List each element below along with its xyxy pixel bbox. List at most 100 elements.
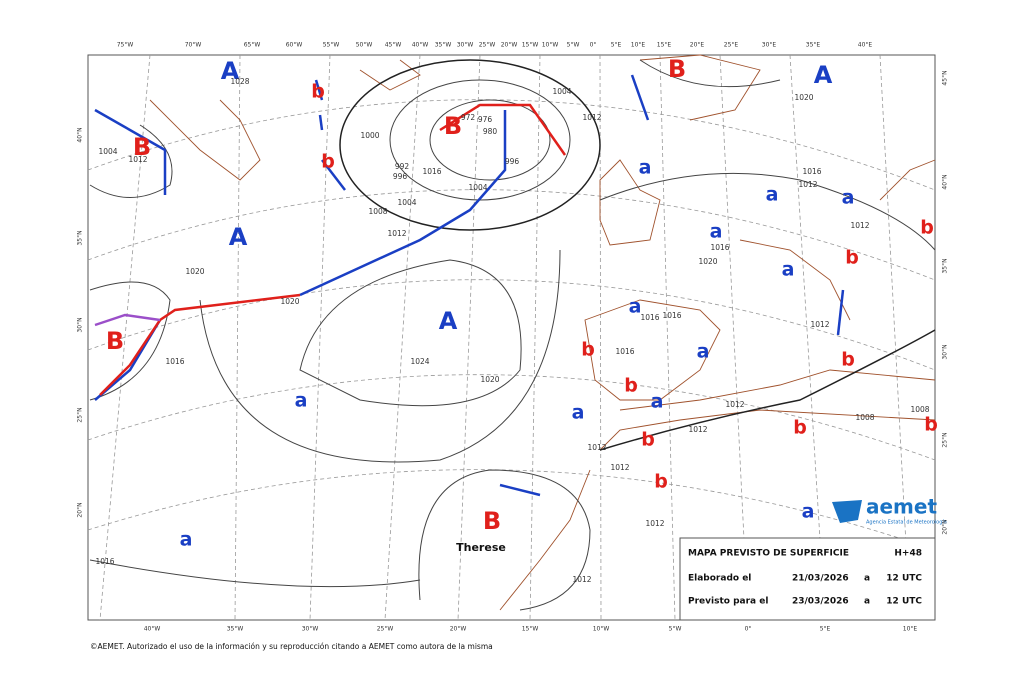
high-pressure: a [842,187,855,209]
low-pressure: B [483,507,501,535]
isobar-label: 1020 [794,93,813,102]
isobar-label: 1016 [615,347,634,356]
high-pressure: a [629,296,642,318]
high-pressure: A [229,223,248,251]
info-box-frame [679,537,936,621]
high-pressure: a [697,341,710,363]
longitude-label: 75°W [117,42,134,49]
info-label: Elaborado el [688,574,751,584]
info-date: 23/03/2026 [792,597,849,607]
high-pressure: a [802,501,815,523]
high-pressure: a [639,157,652,179]
longitude-label: 35°E [806,42,821,49]
high-pressure: A [439,307,458,335]
latitude-label: 45°N [942,70,949,85]
low-pressure: b [624,375,638,397]
latitude-label: 25°N [942,432,949,447]
longitude-label: 5°E [820,626,831,633]
isobar-label: 1004 [397,198,416,207]
longitude-label: 40°E [858,42,873,49]
occluded-front [94,313,161,327]
longitude-label: 40°W [412,42,429,49]
isobar-label: 1012 [610,463,629,472]
latitude-label: 20°N [942,519,949,534]
isobar-label: 1004 [98,147,117,156]
info-time: 12 UTC [886,574,922,584]
longitude-label: 30°W [302,626,319,633]
isobar-label: 972 [461,113,476,122]
isobar-label: 1004 [552,87,571,96]
isobar-label: 1020 [698,257,717,266]
low-pressure: B [106,327,124,355]
longitude-label: 30°E [762,42,777,49]
isobar-label: 980 [483,127,498,136]
isobar-label: 1016 [662,311,681,320]
latitude-label: 35°N [942,258,949,273]
isobar-label: 1016 [95,557,114,566]
logo-name: aemet [866,495,937,519]
isobar-label: 1012 [798,180,817,189]
low-pressure: b [841,349,855,371]
latitude-label: 30°N [942,344,949,359]
longitude-label: 5°W [567,42,580,49]
latitude-label: 35°N [77,230,84,245]
longitude-label: 15°W [522,42,539,49]
longitude-label: 15°E [657,42,672,49]
isobar-label: 1012 [387,229,406,238]
low-pressure: b [793,417,807,439]
high-pressure: a [572,402,585,424]
longitude-label: 50°W [356,42,373,49]
latitude-label: 25°N [77,407,84,422]
isobars [89,59,936,611]
isobar-label: 1016 [640,313,659,322]
longitude-label: 40°W [144,626,161,633]
storm-name: Therese [456,541,506,554]
isobar-label: 1012 [688,425,707,434]
isobar-label: 1008 [855,413,874,422]
longitude-label: 5°E [611,42,622,49]
troughs [314,74,845,497]
info-date: 21/03/2026 [792,574,849,584]
low-pressure: b [311,81,325,103]
isobar-label: 976 [478,115,493,124]
low-pressure: b [920,217,934,239]
isobar-label: 1020 [185,267,204,276]
isobar-label: 1020 [280,297,299,306]
isobar-label: 1012 [572,575,591,584]
low-pressure: b [924,414,938,436]
longitude-label: 15°W [522,626,539,633]
longitude-label: 35°W [435,42,452,49]
logo-icon [832,500,862,523]
map-frame [87,54,936,621]
info-a: a [864,574,870,584]
isobar-label: 1012 [725,400,744,409]
isobar-label: 1016 [165,357,184,366]
longitude-label: 10°E [903,626,918,633]
info-a: a [864,597,870,607]
isobar-label: 996 [393,172,408,181]
isobar-label: 1016 [710,243,729,252]
isobar-label: 1016 [802,167,821,176]
high-pressure: a [766,184,779,206]
isobar-label: 1012 [645,519,664,528]
isobar-label: 1004 [468,183,487,192]
longitude-label: 10°E [631,42,646,49]
longitude-label: 10°W [542,42,559,49]
graticule [87,54,936,621]
low-pressure: B [444,112,462,140]
latitude-label: 20°N [77,502,84,517]
copyright: ©AEMET. Autorizado el uso de la informac… [90,642,493,651]
isobar-label: 1008 [910,405,929,414]
isobar-label: 1024 [410,357,429,366]
isobar-label: 1012 [810,320,829,329]
isobar-label: 1012 [850,221,869,230]
isobar-label: 1012 [582,113,601,122]
isobar-label: 1008 [368,207,387,216]
longitude-label: 0° [590,42,597,49]
longitude-label: 30°W [457,42,474,49]
logo-subtitle: Agencia Estatal de Meteorología [866,519,947,526]
longitude-label: 65°W [244,42,261,49]
high-pressure: A [221,57,240,85]
high-pressure: A [814,61,833,89]
